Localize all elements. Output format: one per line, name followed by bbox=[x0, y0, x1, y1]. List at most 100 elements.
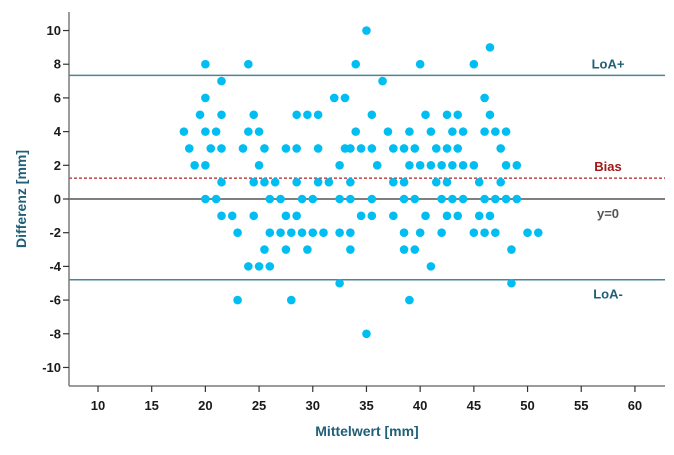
x-tick-label: 45 bbox=[467, 398, 481, 413]
data-point bbox=[351, 127, 361, 136]
data-point bbox=[329, 93, 339, 103]
data-point bbox=[303, 110, 312, 120]
y-tick-label: -10 bbox=[42, 360, 61, 375]
data-point bbox=[270, 177, 280, 187]
x-tick-label: 55 bbox=[574, 398, 588, 413]
ref-label-y-0: y=0 bbox=[597, 206, 619, 221]
data-point bbox=[227, 211, 237, 221]
data-point bbox=[286, 295, 296, 305]
data-point bbox=[201, 161, 210, 170]
data-point bbox=[260, 245, 269, 254]
data-point bbox=[351, 59, 361, 69]
y-tick-label: 8 bbox=[54, 57, 61, 72]
data-point bbox=[303, 245, 312, 254]
x-tick-label: 20 bbox=[198, 398, 212, 413]
data-point bbox=[431, 144, 441, 153]
data-points bbox=[179, 26, 543, 339]
data-point bbox=[448, 127, 457, 136]
data-point bbox=[399, 194, 409, 204]
data-point bbox=[190, 161, 199, 170]
y-tick-label: 10 bbox=[47, 23, 61, 38]
data-point bbox=[367, 144, 377, 153]
data-point bbox=[491, 228, 500, 237]
data-point bbox=[217, 211, 226, 221]
data-point bbox=[469, 228, 479, 237]
data-point bbox=[378, 76, 387, 86]
data-point bbox=[474, 211, 484, 221]
data-point bbox=[480, 228, 489, 237]
data-point bbox=[356, 144, 366, 153]
data-point bbox=[389, 177, 398, 187]
y-tick-label: 6 bbox=[54, 90, 61, 105]
data-point bbox=[217, 76, 226, 86]
data-point bbox=[389, 211, 398, 221]
data-point bbox=[297, 194, 307, 204]
data-point bbox=[254, 127, 264, 136]
data-point bbox=[217, 110, 226, 120]
data-point bbox=[195, 110, 205, 120]
data-point bbox=[399, 177, 409, 187]
data-point bbox=[362, 26, 371, 35]
data-point bbox=[437, 194, 446, 204]
x-tick-label: 35 bbox=[359, 398, 373, 413]
data-point bbox=[346, 177, 355, 187]
data-point bbox=[389, 144, 398, 153]
data-point bbox=[453, 211, 463, 221]
data-point bbox=[249, 211, 259, 221]
data-point bbox=[335, 228, 344, 237]
data-point bbox=[211, 194, 221, 204]
reference-labels: LoA+ Bias y=0 LoA- bbox=[592, 56, 625, 301]
data-point bbox=[399, 245, 409, 254]
data-point bbox=[281, 245, 291, 254]
data-point bbox=[281, 211, 291, 221]
data-point bbox=[485, 110, 495, 120]
ref-label-loa: LoA- bbox=[593, 287, 623, 302]
y-tick-label: 2 bbox=[54, 158, 61, 173]
data-point bbox=[383, 127, 393, 136]
data-point bbox=[286, 228, 296, 237]
data-point bbox=[297, 228, 307, 237]
y-tick-label: 0 bbox=[54, 192, 61, 207]
data-point bbox=[491, 194, 500, 204]
data-point bbox=[313, 177, 323, 187]
data-point bbox=[201, 93, 210, 103]
data-point bbox=[469, 59, 479, 69]
data-point bbox=[442, 177, 452, 187]
data-point bbox=[480, 194, 489, 204]
x-axis-title: Mittelwert [mm] bbox=[315, 423, 418, 439]
data-point bbox=[335, 194, 344, 204]
data-point bbox=[405, 127, 414, 136]
data-point bbox=[415, 59, 425, 69]
data-point bbox=[507, 278, 516, 288]
data-point bbox=[335, 161, 344, 170]
data-point bbox=[426, 127, 436, 136]
data-point bbox=[453, 110, 463, 120]
data-point bbox=[313, 144, 323, 153]
data-point bbox=[533, 228, 543, 237]
data-point bbox=[276, 228, 285, 237]
data-point bbox=[523, 228, 532, 237]
data-point bbox=[292, 177, 301, 187]
data-point bbox=[458, 161, 468, 170]
data-point bbox=[254, 161, 264, 170]
data-point bbox=[469, 161, 479, 170]
y-tick-label: -2 bbox=[49, 225, 61, 240]
data-point bbox=[319, 228, 328, 237]
data-point bbox=[201, 127, 210, 136]
data-point bbox=[346, 194, 355, 204]
data-point bbox=[496, 177, 505, 187]
data-point bbox=[448, 194, 457, 204]
data-point bbox=[244, 127, 253, 136]
axes: -10 -8 -6 -4 -2 0 2 4 6 8 10 10 15 20 25 30 35 40 45 50 55 60 bbox=[42, 12, 665, 413]
data-point bbox=[265, 262, 275, 271]
data-point bbox=[437, 228, 446, 237]
data-point bbox=[501, 161, 511, 170]
data-point bbox=[233, 228, 242, 237]
data-point bbox=[260, 144, 269, 153]
data-point bbox=[442, 144, 452, 153]
ref-label-bias: Bias bbox=[594, 159, 621, 174]
data-point bbox=[507, 245, 516, 254]
data-point bbox=[458, 127, 468, 136]
data-point bbox=[367, 194, 377, 204]
data-point bbox=[410, 194, 420, 204]
